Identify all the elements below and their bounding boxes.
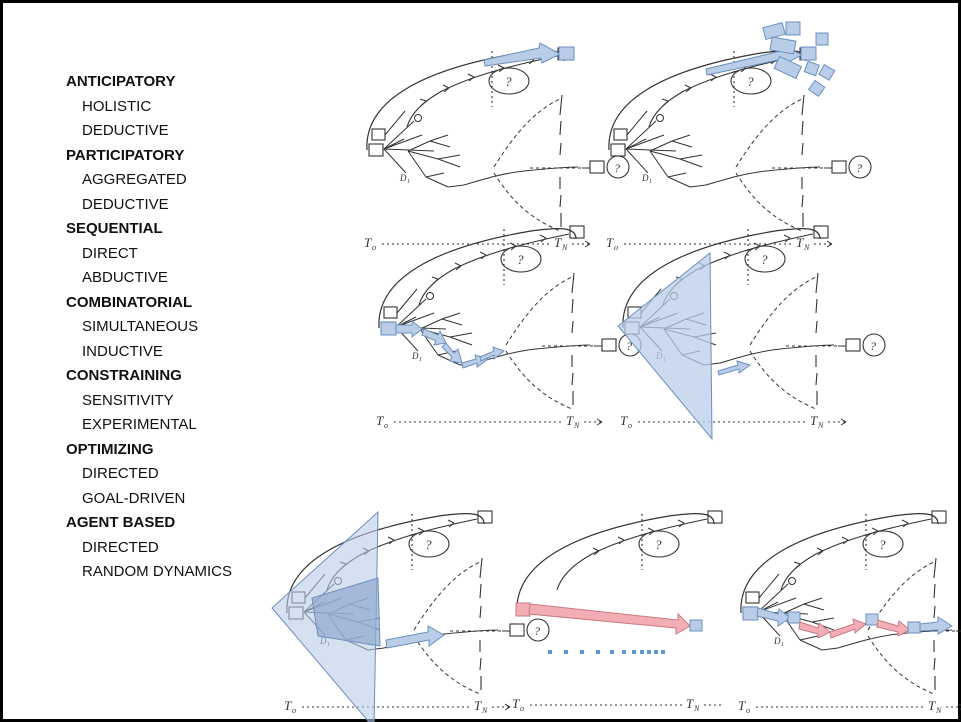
legend-method-anticipatory: ANTICIPATORY: [66, 73, 176, 90]
legend-method-participatory: PARTICIPATORY: [66, 146, 185, 164]
legend-attribute: DIRECT: [82, 244, 138, 262]
legend-attribute: RANDOM DYNAMICS: [82, 563, 233, 580]
legend-attribute: SENSITIVITY: [82, 391, 174, 409]
legend-attribute: DEDUCTIVE: [82, 122, 169, 139]
sketch-panel-optimizing: ? T o T N: [512, 510, 724, 713]
svg-text:N: N: [693, 704, 700, 713]
legend-attribute: HOLISTIC: [82, 97, 152, 115]
legend-attribute: AGGREGATED: [82, 171, 187, 188]
svg-text:o: o: [520, 704, 524, 713]
legend-attribute: DIRECTED: [82, 465, 159, 482]
sketch-panel-sequential: [375, 225, 642, 431]
sketch-panel-combinatorial: [617, 225, 886, 441]
legend-attribute: SIMULTANEOUS: [82, 318, 199, 335]
sketch-panel-agent-based: [737, 510, 961, 716]
legend-method-constraining: CONSTRAINING: [66, 367, 182, 384]
sketch-panel-participatory: [605, 21, 872, 253]
svg-text:T: T: [686, 696, 694, 711]
legend-method-optimizing: OPTIMIZING: [66, 440, 154, 458]
legend-attribute: DIRECTED: [82, 538, 159, 556]
legend-attribute: DEDUCTIVE: [82, 195, 169, 213]
legend-attribute: ABDUCTIVE: [82, 269, 168, 286]
svg-text:T: T: [512, 696, 520, 711]
method-legend: ANTICIPATORY HOLISTIC DEDUCTIVE PARTICIPATO…: [66, 70, 286, 585]
legend-attribute: EXPERIMENTAL: [82, 416, 197, 433]
sketch-panel-anticipatory: [363, 42, 630, 253]
legend-method-sequential: SEQUENTIAL: [66, 220, 163, 237]
legend-method-combinatorial: COMBINATORIAL: [66, 293, 193, 311]
sketch-panel-constraining: [271, 510, 550, 722]
legend-method-agent-based: AGENT BASED: [66, 514, 176, 531]
legend-attribute: INDUCTIVE: [82, 342, 163, 360]
legend-attribute: GOAL-DRIVEN: [82, 489, 186, 507]
svg-text:?: ?: [655, 537, 662, 552]
